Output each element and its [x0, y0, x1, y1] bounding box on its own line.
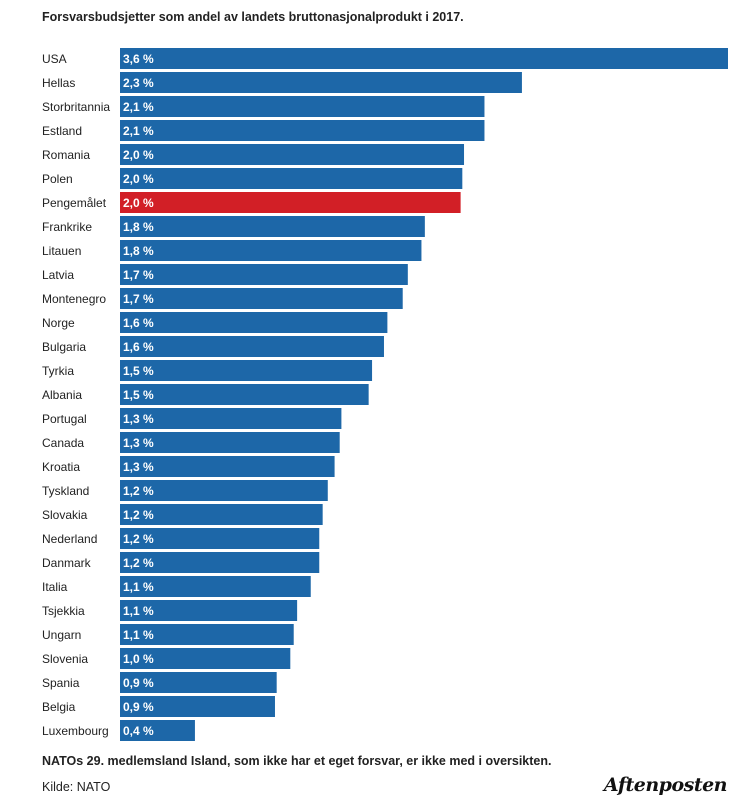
- value-label: 1,8 %: [123, 220, 154, 234]
- category-label: Romania: [42, 148, 90, 162]
- bar: [120, 552, 320, 573]
- category-label: Tsjekkia: [42, 604, 85, 618]
- bar: [120, 456, 335, 477]
- category-label: Estland: [42, 124, 82, 138]
- category-label: Albania: [42, 388, 82, 402]
- bar: [120, 720, 195, 741]
- category-label: Italia: [42, 580, 68, 594]
- chart-subtitle: Forsvarsbudsjetter som andel av landets …: [42, 10, 464, 24]
- value-label: 2,1 %: [123, 124, 154, 138]
- category-label: Norge: [42, 316, 75, 330]
- value-label: 1,6 %: [123, 316, 154, 330]
- value-label: 2,3 %: [123, 76, 154, 90]
- value-label: 1,3 %: [123, 436, 154, 450]
- value-label: 0,4 %: [123, 724, 154, 738]
- value-label: 1,0 %: [123, 652, 154, 666]
- value-label: 2,0 %: [123, 172, 154, 186]
- value-label: 1,3 %: [123, 412, 154, 426]
- category-label: Frankrike: [42, 220, 92, 234]
- category-label: Nederland: [42, 532, 97, 546]
- value-label: 1,5 %: [123, 364, 154, 378]
- category-label: Hellas: [42, 76, 75, 90]
- bar: [120, 48, 728, 69]
- bar-chart: USA 3,6 % Hellas 2,3 % Storbritannia 2,1 % Est…: [42, 48, 728, 741]
- value-label: 1,2 %: [123, 532, 154, 546]
- value-label: 1,1 %: [123, 580, 154, 594]
- bar: [120, 432, 340, 453]
- bar: [120, 336, 384, 357]
- value-label: 1,7 %: [123, 268, 154, 282]
- bar: [120, 216, 425, 237]
- category-label: Bulgaria: [42, 340, 86, 354]
- value-label: 1,6 %: [123, 340, 154, 354]
- category-label: Montenegro: [42, 292, 106, 306]
- category-label: Polen: [42, 172, 73, 186]
- category-label: Storbritannia: [42, 100, 110, 114]
- category-label: USA: [42, 52, 67, 66]
- bar: [120, 648, 291, 669]
- value-label: 1,7 %: [123, 292, 154, 306]
- bar: [120, 600, 298, 621]
- bar: [120, 624, 294, 645]
- category-label: Spania: [42, 676, 80, 690]
- value-label: 2,0 %: [123, 148, 154, 162]
- bar-highlight: [120, 192, 461, 213]
- value-label: 1,2 %: [123, 508, 154, 522]
- source-note: Kilde: NATO: [42, 780, 111, 794]
- category-label: Slovenia: [42, 652, 88, 666]
- category-label: Litauen: [42, 244, 81, 258]
- category-label: Danmark: [42, 556, 92, 570]
- bar: [120, 528, 320, 549]
- value-label: 2,0 %: [123, 196, 154, 210]
- bar: [120, 480, 328, 501]
- category-label: Canada: [42, 436, 84, 450]
- bar: [120, 288, 403, 309]
- value-label: 0,9 %: [123, 676, 154, 690]
- bar: [120, 144, 465, 165]
- aftenposten-logo: Aftenposten: [603, 774, 728, 796]
- category-label: Belgia: [42, 700, 76, 714]
- category-label: Tyskland: [42, 484, 89, 498]
- bar: [120, 312, 388, 333]
- value-label: 3,6 %: [123, 52, 154, 66]
- bar: [120, 576, 311, 597]
- value-label: 1,1 %: [123, 628, 154, 642]
- value-label: 0,9 %: [123, 700, 154, 714]
- value-label: 1,5 %: [123, 388, 154, 402]
- bar: [120, 672, 277, 693]
- bar: [120, 72, 522, 93]
- bar: [120, 96, 485, 117]
- category-label: Slovakia: [42, 508, 88, 522]
- category-label: Tyrkia: [42, 364, 74, 378]
- value-label: 1,1 %: [123, 604, 154, 618]
- bar: [120, 240, 422, 261]
- bar: [120, 168, 463, 189]
- bar: [120, 384, 369, 405]
- value-label: 1,2 %: [123, 484, 154, 498]
- bar: [120, 264, 408, 285]
- category-label: Ungarn: [42, 628, 81, 642]
- category-label: Portugal: [42, 412, 87, 426]
- bar: [120, 696, 275, 717]
- bar: [120, 408, 342, 429]
- value-label: 1,8 %: [123, 244, 154, 258]
- bar: [120, 504, 323, 525]
- category-label: Luxembourg: [42, 724, 109, 738]
- category-label: Pengemålet: [42, 196, 107, 210]
- category-label: Kroatia: [42, 460, 80, 474]
- footnote: NATOs 29. medlemsland Island, som ikke h…: [42, 754, 552, 768]
- category-label: Latvia: [42, 268, 74, 282]
- value-label: 1,3 %: [123, 460, 154, 474]
- value-label: 2,1 %: [123, 100, 154, 114]
- bar: [120, 360, 373, 381]
- bar: [120, 120, 485, 141]
- value-label: 1,2 %: [123, 556, 154, 570]
